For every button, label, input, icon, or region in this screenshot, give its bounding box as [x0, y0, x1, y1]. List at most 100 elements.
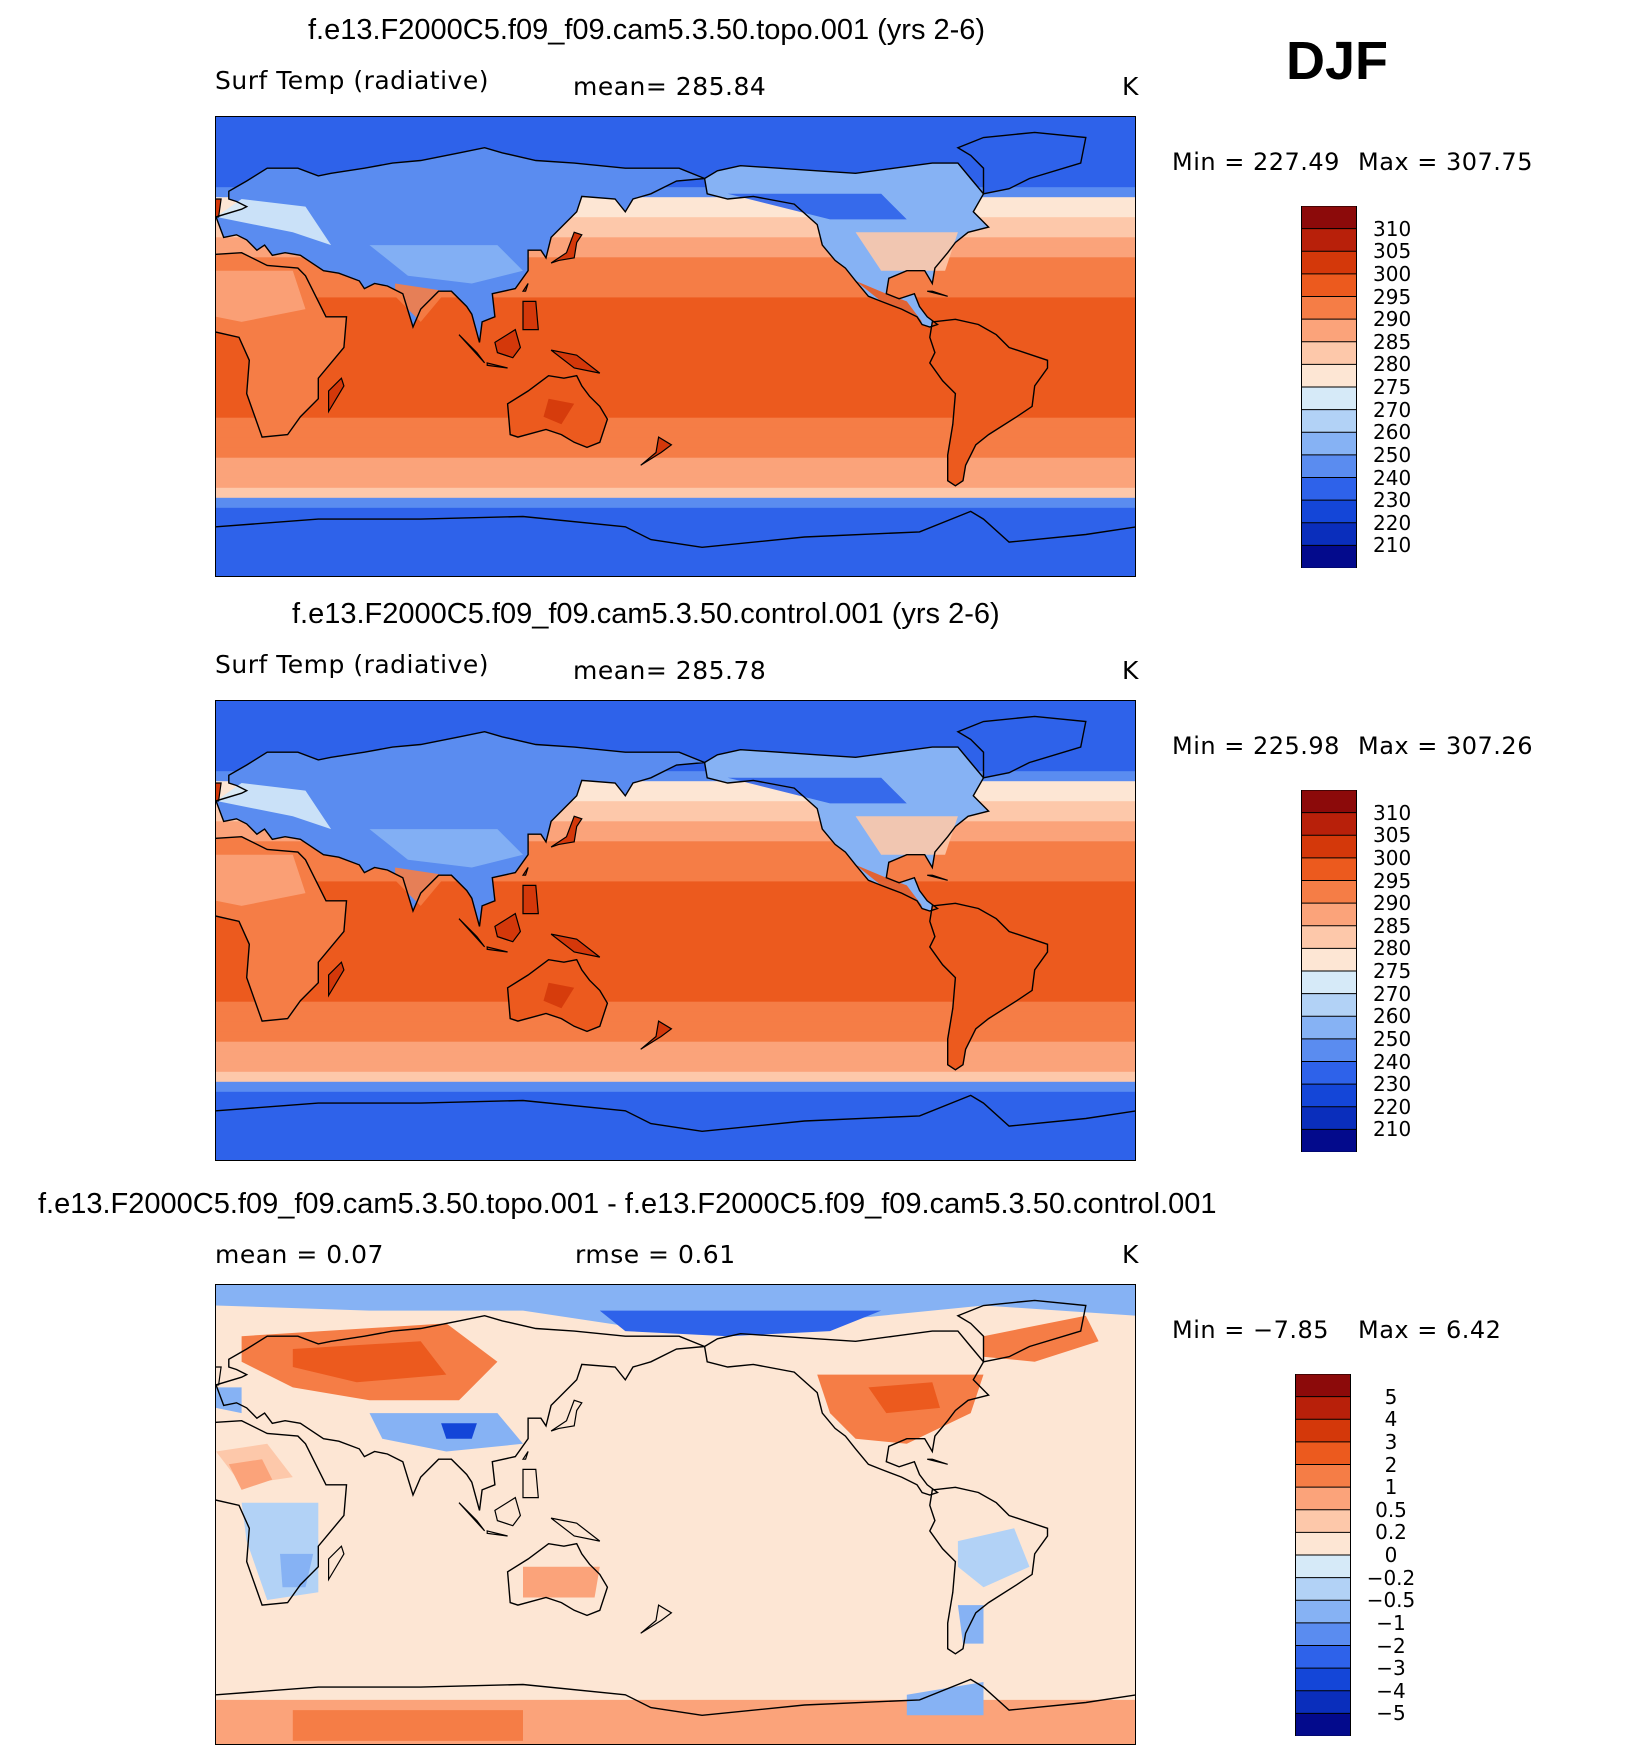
- colorbar-label: 0.2: [1375, 1520, 1407, 1545]
- coastline: [640, 436, 673, 466]
- field-band: [216, 497, 1135, 509]
- field-band: [216, 831, 1135, 842]
- coastline: [216, 1419, 348, 1606]
- panel1-variable: Surf Temp (radiative): [215, 66, 489, 95]
- field-band: [216, 731, 1135, 742]
- panel1-title: f.e13.F2000C5.f09_f09.cam5.3.50.topo.001…: [308, 14, 986, 46]
- panel1-colorbar: [1301, 205, 1357, 569]
- colorbar-label: 0: [1384, 1543, 1398, 1567]
- coastline: [522, 300, 539, 331]
- colorbar-swatch: [1301, 250, 1357, 275]
- field-band: [216, 327, 1135, 339]
- panel3-map: [215, 1284, 1136, 1745]
- field-band: [216, 1021, 1135, 1033]
- field-band: [216, 307, 1135, 318]
- coastline: [703, 746, 990, 912]
- coastline: [494, 912, 522, 943]
- colorbar-swatch: [1301, 834, 1357, 859]
- colorbar-swatch: [1301, 1038, 1357, 1063]
- colorbar-label: 260: [1373, 420, 1412, 445]
- field-band: [216, 781, 1135, 792]
- colorbar-swatch: [1301, 970, 1357, 995]
- panel1-max: Max = 307.75: [1358, 148, 1533, 176]
- coastline: [956, 715, 1087, 779]
- field-band: [216, 821, 1135, 832]
- coastline: [486, 362, 508, 369]
- colorbar-swatch: [1301, 1083, 1357, 1108]
- coastline: [927, 290, 948, 297]
- colorbar-swatch: [1301, 522, 1357, 547]
- field-band: [216, 881, 1135, 892]
- panel2-variable: Surf Temp (radiative): [215, 650, 489, 679]
- field-region: [292, 1341, 447, 1383]
- coastline: [522, 884, 539, 915]
- colorbar-label: 270: [1373, 981, 1412, 1006]
- field-band: [216, 367, 1135, 379]
- coastline: [458, 1502, 486, 1532]
- field-band: [216, 317, 1135, 328]
- colorbar-label: 280: [1373, 352, 1412, 377]
- panel1-coastlines: [216, 131, 1135, 549]
- land-southAmerica: [929, 903, 1048, 1070]
- coastline: [522, 1468, 539, 1499]
- field-band: [216, 377, 1135, 389]
- panel1-mean: mean= 285.84: [573, 72, 767, 101]
- coastline: [216, 510, 1135, 549]
- coastline: [216, 1314, 705, 1511]
- field-region: [906, 1682, 984, 1716]
- panel3-colorbar-svg: [1295, 1373, 1351, 1737]
- colorbar-swatch: [1295, 1418, 1351, 1443]
- colorbar-swatch: [1301, 296, 1357, 320]
- field-region: [543, 982, 575, 1009]
- colorbar-swatch: [1295, 1577, 1351, 1602]
- field-band: [216, 237, 1135, 248]
- land-island: [640, 437, 672, 466]
- field-band: [216, 801, 1135, 812]
- panel2-field: [216, 701, 1135, 1160]
- coastline: [550, 1517, 601, 1542]
- field-band: [216, 247, 1135, 258]
- colorbar-swatch: [1301, 477, 1357, 501]
- coastline: [927, 874, 948, 881]
- colorbar-label: 240: [1373, 1049, 1412, 1074]
- field-band: [216, 527, 1135, 539]
- coastline: [327, 377, 345, 414]
- colorbar-label: −5: [1376, 1701, 1406, 1726]
- coastline: [486, 946, 508, 953]
- panel3-mean: mean = 0.07: [215, 1240, 384, 1269]
- colorbar-swatch: [1301, 993, 1357, 1018]
- field-band: [216, 347, 1135, 359]
- coastline: [458, 334, 486, 364]
- colorbar-swatch: [1301, 1015, 1357, 1040]
- field-band: [216, 187, 1135, 198]
- field-band: [216, 177, 1135, 188]
- field-band: [216, 931, 1135, 943]
- panel3-title: f.e13.F2000C5.f09_f09.cam5.3.50.topo.001…: [38, 1188, 1217, 1220]
- coastline: [506, 1542, 609, 1617]
- coastline: [927, 1458, 948, 1465]
- field-band: [216, 1031, 1135, 1043]
- land-southAmerica: [929, 319, 1048, 486]
- coastline: [327, 961, 345, 998]
- colorbar-label: 310: [1373, 800, 1412, 825]
- field-region: [599, 1310, 882, 1337]
- panel1-colorbar-svg: [1301, 205, 1357, 569]
- field-band: [216, 901, 1135, 912]
- panel2-title: f.e13.F2000C5.f09_f09.cam5.3.50.control.…: [292, 598, 1000, 630]
- land-island: [523, 885, 539, 914]
- panel3-colorbar: [1295, 1373, 1351, 1737]
- land-greenland: [957, 716, 1086, 778]
- colorbar-swatch: [1295, 1645, 1351, 1669]
- colorbar-swatch: [1301, 1061, 1357, 1085]
- field-band: [216, 157, 1135, 168]
- panel1-map-svg: [216, 117, 1135, 576]
- field-band: [216, 981, 1135, 993]
- colorbar-swatch: [1301, 902, 1357, 927]
- coastline: [640, 1020, 673, 1050]
- colorbar-label: 270: [1373, 397, 1412, 422]
- land-island: [494, 913, 521, 942]
- field-band: [216, 721, 1135, 732]
- panel2-map: [215, 700, 1136, 1161]
- colorbar-swatch: [1301, 499, 1357, 524]
- field-band: [216, 1041, 1135, 1053]
